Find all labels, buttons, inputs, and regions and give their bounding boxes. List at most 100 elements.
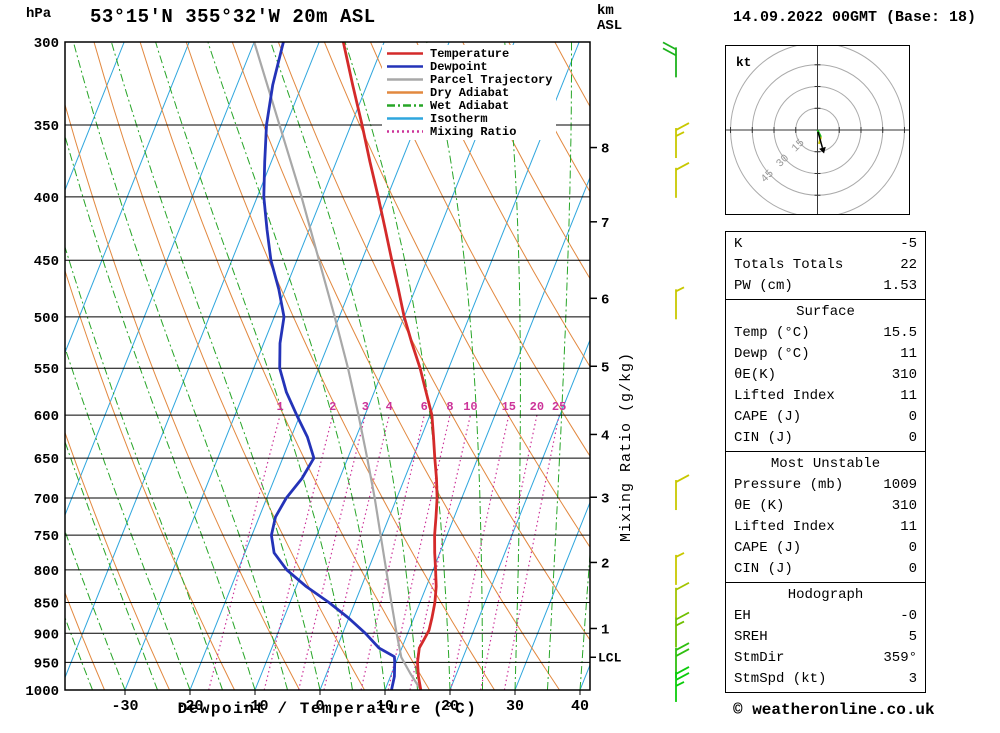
- parcel-curve: [253, 42, 422, 690]
- wet-adiabat-line: [65, 440, 158, 690]
- mixing-ratio-value-label: 6: [421, 400, 428, 414]
- chart-background-lines: [65, 42, 705, 690]
- wet-adiabat-line: [547, 42, 572, 690]
- stats-row: Pressure (mb) 1009: [734, 475, 917, 496]
- isotherm-line: [124, 42, 385, 690]
- legend-line-sample: [387, 104, 423, 107]
- stats-value: 5: [908, 629, 917, 645]
- stats-row: StmSpd (kt) 3: [734, 669, 917, 690]
- mixing-ratio-value-label: 4: [386, 400, 393, 414]
- km-tick-label: 8: [601, 142, 609, 158]
- mixing-ratio-value-label: 15: [502, 400, 516, 414]
- isotherm-line: [254, 42, 515, 690]
- km-tick-label: 3: [601, 491, 609, 507]
- wind-barb: [675, 666, 690, 702]
- mixing-ratio-value-label: 3: [362, 400, 369, 414]
- legend-item: Wet Adiabat: [386, 98, 552, 113]
- temp-tick-label: 40: [571, 698, 589, 715]
- lcl-label: LCL: [598, 650, 622, 665]
- wind-barb-feather: [675, 648, 690, 657]
- stats-value: 0: [908, 409, 917, 425]
- stats-section-header: Most Unstable: [770, 456, 881, 472]
- altitude-axis-unit-km: km: [597, 3, 614, 19]
- wind-barb-feather: [662, 41, 677, 51]
- isotherm-line: [65, 42, 320, 679]
- stats-row: StmDir 359°: [734, 648, 917, 669]
- stats-value: 359°: [883, 650, 917, 666]
- temp-tick-label: -30: [111, 698, 138, 715]
- stats-table: K -5 Totals Totals 22 PW (cm) 1.53 Surface Temp…: [725, 231, 926, 693]
- mixing-ratio-value-label: 1: [277, 400, 284, 414]
- pressure-tick-label: 400: [34, 191, 59, 207]
- pressure-tick-label: 850: [34, 597, 59, 613]
- stats-label: K: [734, 236, 743, 252]
- stats-value: 1009: [883, 477, 917, 493]
- legend-item: Isotherm: [386, 111, 552, 126]
- stats-label: Temp (°C): [734, 325, 810, 341]
- isotherm-line: [65, 42, 125, 192]
- wind-barb-feather: [662, 47, 677, 57]
- wind-barb-half-feather: [675, 552, 685, 558]
- stats-value: 11: [900, 519, 917, 535]
- stats-label: CIN (J): [734, 561, 793, 577]
- temp-tick-label: 0: [315, 698, 324, 715]
- stats-row: CIN (J) 0: [734, 428, 917, 449]
- isotherm-line: [65, 42, 190, 354]
- dry-adiabat-line: [65, 591, 105, 690]
- pressure-tick-label: 900: [34, 627, 59, 643]
- legend-label: Dewpoint: [430, 59, 488, 74]
- pressure-axis-unit: hPa: [26, 6, 52, 22]
- legend-label: Wet Adiabat: [430, 98, 510, 113]
- plot-border: [64, 41, 591, 691]
- temp-tick-label: 30: [506, 698, 524, 715]
- wet-adiabat-line: [270, 42, 418, 690]
- wind-barb-feather: [675, 611, 690, 621]
- mixing-ratio-line: [450, 414, 510, 690]
- wind-barb: [675, 122, 690, 159]
- wind-barb-column: [662, 41, 690, 702]
- wind-barb-half-feather: [675, 681, 685, 687]
- dry-adiabat-line: [370, 42, 590, 457]
- wind-barb-feather: [675, 474, 690, 483]
- hodograph-unit-label: kt: [736, 55, 751, 70]
- wind-barb: [675, 552, 685, 585]
- wind-barb: [675, 286, 685, 320]
- mixing-ratio-line: [208, 414, 281, 690]
- mixing-ratio-axis-label: Mixing Ratio (g/kg): [618, 352, 635, 542]
- stats-label: Lifted Index: [734, 519, 835, 535]
- mixing-ratio-line: [480, 414, 538, 690]
- km-tick-label: 1: [601, 622, 609, 638]
- legend-label: Temperature: [430, 46, 510, 61]
- mixing-ratio-value-label: 25: [552, 400, 566, 414]
- pressure-tick-label: 500: [34, 311, 59, 327]
- wind-barb-feather: [675, 122, 690, 131]
- wet-adiabat-line: [65, 346, 191, 690]
- hodograph-ring-label: 45: [759, 168, 777, 186]
- stats-row: EH -0: [734, 606, 917, 627]
- mixing-ratio-value-label: 10: [463, 400, 477, 414]
- wind-barb-half-feather: [675, 131, 685, 137]
- legend-line-sample: [387, 78, 423, 81]
- stats-label: Dewp (°C): [734, 346, 810, 362]
- wet-adiabat-line: [65, 529, 126, 690]
- temp-tick-label: 20: [441, 698, 459, 715]
- stats-row: CIN (J) 0: [734, 559, 917, 580]
- altitude-axis-unit: km ASL: [597, 4, 622, 34]
- pressure-tick-label: 450: [34, 254, 59, 270]
- hodograph-trace: [816, 129, 822, 138]
- legend-label: Isotherm: [430, 111, 488, 126]
- dry-adiabat-line: [601, 42, 705, 690]
- wet-adiabat-line: [579, 548, 590, 690]
- station-title: 53°15'N 355°32'W 20m ASL: [90, 6, 376, 28]
- stats-label: CAPE (J): [734, 409, 802, 425]
- legend-line-sample: [387, 52, 423, 55]
- stats-section-header: Hodograph: [787, 587, 864, 603]
- isotherm-line: [384, 176, 590, 690]
- stats-section: Most Unstable Pressure (mb) 1009 θE (K) 310 L…: [725, 452, 926, 583]
- legend-line-sample: [387, 130, 423, 133]
- wind-barb: [675, 162, 690, 198]
- stats-value: 0: [908, 540, 917, 556]
- legend-item: Temperature: [386, 46, 552, 61]
- legend-item: Mixing Ratio: [386, 125, 552, 139]
- km-tick-label: 6: [601, 292, 609, 308]
